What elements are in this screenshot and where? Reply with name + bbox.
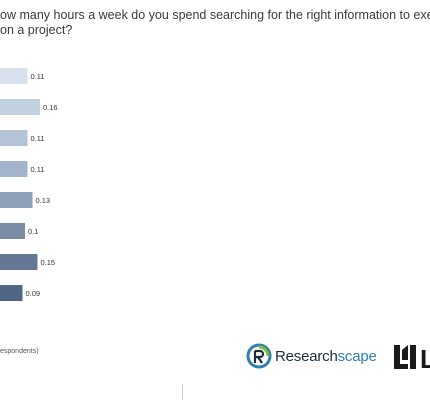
bar-8 — [0, 285, 23, 301]
partner-letter: L — [420, 344, 430, 370]
researchscape-wordmark: Researchscape — [275, 348, 377, 365]
chart-title-line-1: ow many hours a week do you spend search… — [0, 8, 430, 22]
bar-value-label-4: 0.11 — [31, 165, 45, 174]
respondents-footnote: espondents) — [0, 348, 39, 355]
bar-value-label-1: 0.11 — [31, 72, 45, 81]
bar-value-label-6: 0.1 — [28, 227, 38, 236]
bar-7 — [0, 254, 38, 270]
researchscape-mark-icon — [246, 343, 272, 369]
bar-4 — [0, 161, 28, 177]
bar-1 — [0, 68, 28, 84]
divider — [182, 384, 183, 400]
bar-chart: 0.11 0.16 0.11 0.11 0.13 0.1 0.15 0.09 — [0, 68, 58, 301]
bar-6 — [0, 223, 25, 239]
bar-value-label-2: 0.16 — [43, 103, 58, 112]
wordmark-research: Research — [275, 347, 338, 365]
bar-value-label-3: 0.11 — [31, 134, 45, 143]
bar-3 — [0, 130, 28, 146]
partner-logo-icon: L — [394, 344, 430, 370]
bar-5 — [0, 192, 33, 208]
bar-value-label-7: 0.15 — [41, 258, 56, 267]
wordmark-scape: scape — [337, 347, 377, 365]
bar-value-label-5: 0.13 — [36, 196, 51, 205]
chart-title: ow many hours a week do you spend search… — [0, 8, 430, 38]
chart-title-line-2: on a project? — [0, 23, 73, 37]
bar-2 — [0, 99, 40, 115]
bar-value-label-8: 0.09 — [26, 289, 41, 298]
researchscape-logo: Researchscape — [246, 342, 377, 370]
